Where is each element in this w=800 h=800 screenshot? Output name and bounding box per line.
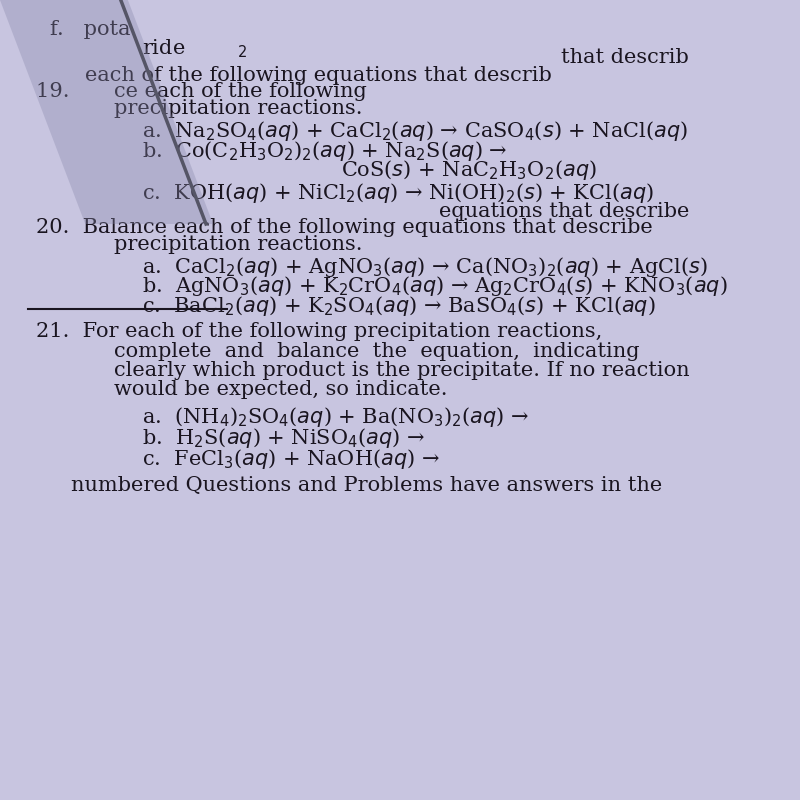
Text: 20.  Balance each of the following equations that describe: 20. Balance each of the following equati… (35, 218, 652, 237)
Text: complete  and  balance  the  equation,  indicating: complete and balance the equation, indic… (114, 342, 639, 361)
Text: each of the following equations that describ: each of the following equations that des… (86, 66, 552, 85)
Polygon shape (0, 0, 213, 224)
Text: 19.: 19. (35, 82, 89, 101)
Text: a.  Na$_{2}$SO$_{4}$($aq$) + CaCl$_{2}$($aq$) → CaSO$_{4}$($s$) + NaCl($aq$): a. Na$_{2}$SO$_{4}$($aq$) + CaCl$_{2}$($… (142, 119, 688, 143)
Text: precipitation reactions.: precipitation reactions. (114, 99, 362, 118)
Text: ce each of the following: ce each of the following (114, 82, 366, 101)
Text: c.  FeCl$_{3}$($aq$) + NaOH($aq$) →: c. FeCl$_{3}$($aq$) + NaOH($aq$) → (142, 447, 440, 471)
Text: b.  AgNO$_{3}$($aq$) + K$_{2}$CrO$_{4}$($aq$) → Ag$_{2}$CrO$_{4}$($s$) + KNO$_{3: b. AgNO$_{3}$($aq$) + K$_{2}$CrO$_{4}$($… (142, 274, 728, 298)
Text: 21.  For each of the following precipitation reactions,: 21. For each of the following precipitat… (35, 322, 602, 342)
Text: c.  KOH($aq$) + NiCl$_{2}$($aq$) → Ni(OH)$_{2}$($s$) + KCl($aq$): c. KOH($aq$) + NiCl$_{2}$($aq$) → Ni(OH)… (142, 181, 654, 205)
Text: numbered Questions and Problems have answers in the: numbered Questions and Problems have ans… (71, 476, 662, 495)
Text: clearly which product is the precipitate. If no reaction: clearly which product is the precipitate… (114, 361, 690, 380)
Text: c.  BaCl$_{2}$($aq$) + K$_{2}$SO$_{4}$($aq$) → BaSO$_{4}$($s$) + KCl($aq$): c. BaCl$_{2}$($aq$) + K$_{2}$SO$_{4}$($a… (142, 294, 656, 318)
Text: f.   pota: f. pota (50, 20, 130, 39)
Text: b.  H$_{2}$S($aq$) + NiSO$_{4}$($aq$) →: b. H$_{2}$S($aq$) + NiSO$_{4}$($aq$) → (142, 426, 425, 450)
Text: precipitation reactions.: precipitation reactions. (114, 235, 362, 254)
Text: a.  (NH$_{4}$)$_{2}$SO$_{4}$($aq$) + Ba(NO$_{3}$)$_{2}$($aq$) →: a. (NH$_{4}$)$_{2}$SO$_{4}$($aq$) + Ba(N… (142, 405, 530, 429)
Text: ride        $_{2}$: ride $_{2}$ (142, 38, 248, 60)
Text: that describ: that describ (562, 48, 689, 67)
Text: b.  Co(C$_{2}$H$_{3}$O$_{2}$)$_{2}$($aq$) + Na$_{2}$S($aq$) →: b. Co(C$_{2}$H$_{3}$O$_{2}$)$_{2}$($aq$)… (142, 139, 508, 163)
Text: CoS($s$) + NaC$_{2}$H$_{3}$O$_{2}$($aq$): CoS($s$) + NaC$_{2}$H$_{3}$O$_{2}$($aq$) (341, 158, 597, 182)
Text: a.  CaCl$_{2}$($aq$) + AgNO$_{3}$($aq$) → Ca(NO$_{3}$)$_{2}$($aq$) + AgCl($s$): a. CaCl$_{2}$($aq$) + AgNO$_{3}$($aq$) →… (142, 255, 708, 279)
Text: would be expected, so indicate.: would be expected, so indicate. (114, 380, 447, 399)
Text: equations that describe: equations that describe (438, 202, 689, 221)
